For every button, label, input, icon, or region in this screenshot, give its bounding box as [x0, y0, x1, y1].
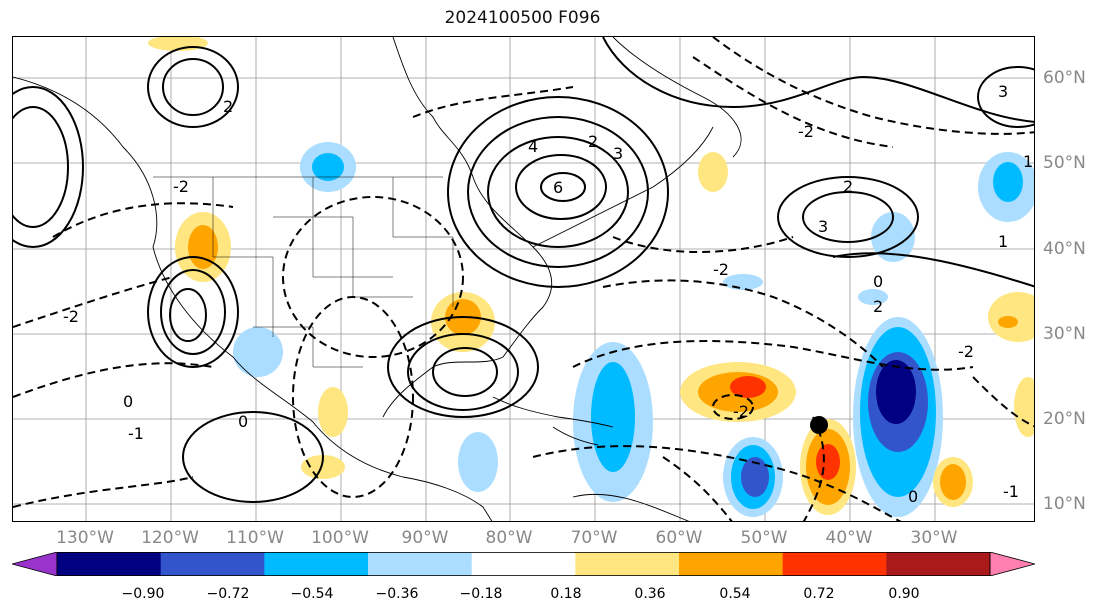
lon-label: 70°W [570, 528, 618, 548]
lon-label: 30°W [910, 528, 958, 548]
colorbar-segment [368, 552, 473, 576]
lat-label: 50°N [1043, 153, 1086, 173]
colorbar-tick: 0.90 [888, 586, 920, 602]
lon-label: 120°W [141, 528, 199, 548]
map-svg: 6 4 3 2 2 2 3 -2 -2 -2 0 0 -1 1 -1 0 -2 … [13, 37, 1034, 521]
warm-anomaly [1014, 377, 1034, 437]
contour-label: 6 [553, 178, 563, 197]
contour-label: 4 [528, 137, 538, 156]
colorbar-segment [575, 552, 680, 576]
colorbar-frame [56, 552, 991, 576]
map-title: 2024100500 F096 [444, 8, 601, 28]
cool-anomaly-core [591, 362, 635, 472]
contour-label: 2 [843, 177, 853, 196]
lon-label: 80°W [485, 528, 533, 548]
contour-label: -2 [713, 260, 729, 279]
lon-label: 40°W [825, 528, 873, 548]
contour-label: 1 [1023, 152, 1033, 171]
contour-label: 0 [238, 412, 248, 431]
lat-label: 40°N [1043, 239, 1086, 259]
colorbar-segment [679, 552, 784, 576]
warm-anomaly-max [816, 444, 840, 480]
coastlines [13, 37, 742, 521]
contour-labels: 6 4 3 2 2 2 3 -2 -2 -2 0 0 -1 1 -1 0 -2 … [63, 82, 1033, 506]
lon-label: 50°W [740, 528, 788, 548]
cool-anomaly [858, 289, 888, 305]
contour-label: -1 [128, 424, 144, 443]
lon-label: 110°W [226, 528, 284, 548]
lon-label: 90°W [401, 528, 449, 548]
lat-label: 30°N [1043, 324, 1086, 344]
colorbar-segment [886, 552, 991, 576]
colorbar-extend-low [12, 552, 58, 576]
graticule [13, 37, 1034, 521]
colorbar-tick: 0.72 [803, 586, 835, 602]
cool-anomaly [723, 274, 763, 290]
warm-anomaly-max [730, 376, 766, 398]
map-panel: 6 4 3 2 2 2 3 -2 -2 -2 0 0 -1 1 -1 0 -2 … [12, 36, 1035, 522]
warm-anomaly-core [940, 464, 966, 500]
contour-label: -2 [733, 402, 749, 421]
contour-label: -2 [173, 177, 189, 196]
cool-anomaly-core [312, 153, 344, 181]
lon-label: 60°W [655, 528, 703, 548]
contour-label: 1 [998, 232, 1008, 251]
cool-anomaly [458, 432, 498, 492]
contour-label: -2 [798, 122, 814, 141]
cool-anomaly-max [741, 457, 769, 497]
contour-label: 0 [123, 392, 133, 411]
contour-label: -2 [958, 342, 974, 361]
cool-anomaly-max [876, 360, 916, 424]
contour-label: 3 [998, 82, 1008, 101]
colorbar-tick: 0.54 [719, 586, 751, 602]
cool-anomaly [871, 212, 915, 262]
colorbar-segment [160, 552, 265, 576]
lat-label: 10°N [1043, 494, 1086, 514]
warm-anomaly [301, 455, 345, 479]
contour-label: 3 [613, 144, 623, 163]
cool-anomaly-core [993, 162, 1023, 202]
warm-anomaly [698, 152, 728, 192]
colorbar-tick: −0.90 [121, 586, 165, 602]
colorbar-extend-high [989, 552, 1035, 576]
contour-label: 2 [873, 297, 883, 316]
warm-anomaly [318, 387, 348, 437]
contour-label: 0 [873, 272, 883, 291]
contour-label: 0 [908, 487, 918, 506]
colorbar-tick: 0.18 [550, 586, 582, 602]
colorbar-tick: −0.18 [459, 586, 503, 602]
lon-label: 100°W [311, 528, 369, 548]
colorbar-tick: −0.36 [375, 586, 419, 602]
contour-label: -1 [1003, 482, 1019, 501]
colorbar-tick: −0.54 [290, 586, 334, 602]
colorbar [12, 552, 1035, 576]
anomaly-shading [148, 37, 1034, 517]
colorbar-segment [264, 552, 369, 576]
contour-label: 2 [588, 132, 598, 151]
lon-label: 130°W [56, 528, 114, 548]
colorbar-tick: −0.72 [206, 586, 250, 602]
cool-anomaly [233, 327, 283, 377]
warm-anomaly-core [998, 316, 1018, 328]
storm-position-marker [810, 416, 828, 434]
colorbar-tick: 0.36 [634, 586, 666, 602]
lat-label: 20°N [1043, 409, 1086, 429]
lat-label: 60°N [1043, 68, 1086, 88]
colorbar-segment [471, 552, 576, 576]
colorbar-segment [782, 552, 887, 576]
solid-contours [13, 37, 1034, 503]
colorbar-segment [57, 552, 162, 576]
contour-label: 2 [223, 97, 233, 116]
political-borders [153, 176, 454, 368]
contour-label: -2 [63, 307, 79, 326]
contour-label: 3 [818, 217, 828, 236]
